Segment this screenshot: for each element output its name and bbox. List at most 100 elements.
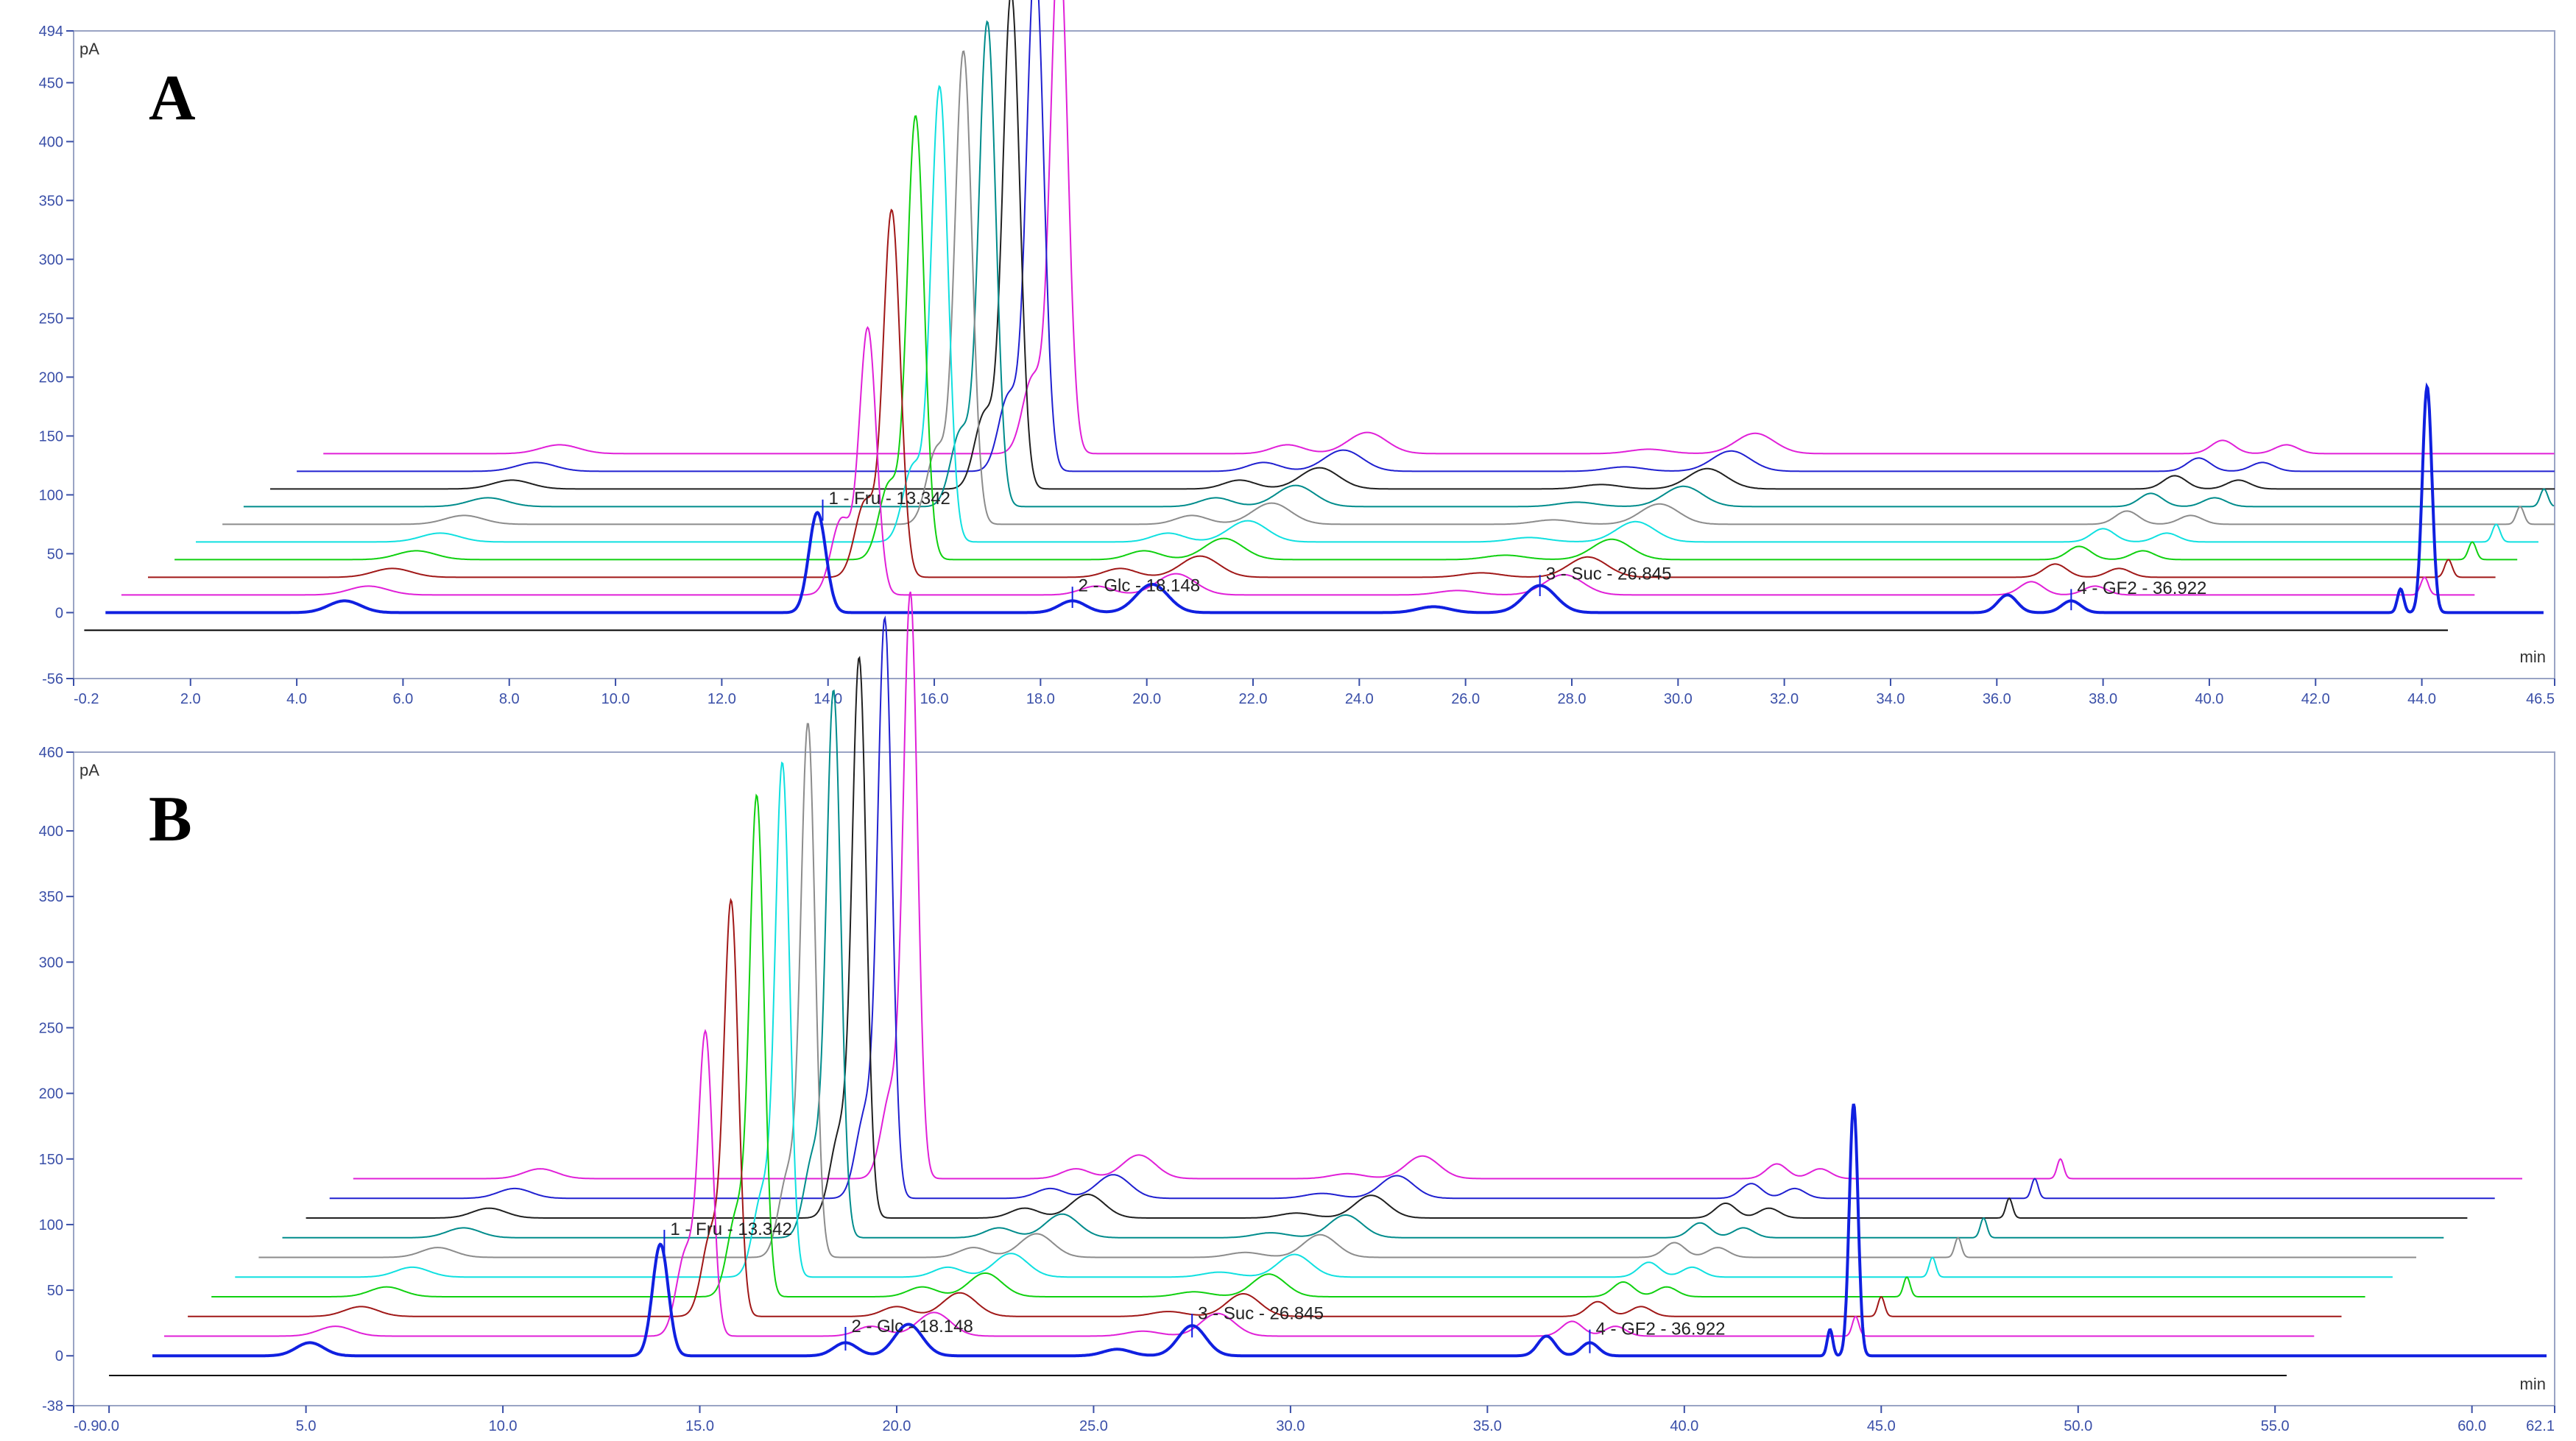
- x-tick-label: 10.0: [489, 1418, 518, 1434]
- x-tick-label: 34.0: [1876, 691, 1905, 707]
- x-tick-label: 14.0: [814, 691, 842, 707]
- y-tick-label: 350: [39, 193, 63, 209]
- x-tick-label: 50.0: [2064, 1418, 2092, 1434]
- chromatogram-trace: [211, 793, 2365, 1297]
- plot-frame: [73, 751, 2555, 1406]
- x-tick-label: 28.0: [1558, 691, 1587, 707]
- panel-b: -38 0 50 100 150 200 250 300 350 400 460 -0.9 0.0 5.0…: [39, 591, 2555, 1434]
- y-tick-label: 300: [39, 252, 63, 268]
- peak-annotation: 2 - Glc - 18.148: [851, 1317, 973, 1336]
- x-tick-label: 44.0: [2407, 691, 2436, 707]
- panel-label: A: [149, 63, 196, 134]
- x-tick-label: -0.9: [74, 1418, 99, 1434]
- chromatogram-trace: [282, 689, 2444, 1239]
- peak-annotation: 3 - Suc - 26.845: [1198, 1303, 1324, 1323]
- x-tick-label: 35.0: [1473, 1418, 1502, 1434]
- y-tick-label: 100: [39, 1217, 63, 1233]
- plot-frame: [73, 30, 2555, 679]
- peak-annotation: 4 - GF2 - 36.922: [1595, 1320, 1725, 1339]
- peak-annotation: 3 - Suc - 26.845: [1546, 564, 1672, 584]
- chromatogram-trace: [121, 325, 2475, 596]
- x-axis-label: min: [2520, 648, 2546, 666]
- chromatogram-trace: [235, 761, 2393, 1278]
- chromatogram-trace: [270, 0, 2555, 490]
- x-tick-label: 30.0: [1276, 1418, 1305, 1434]
- x-tick-label: 40.0: [2195, 691, 2223, 707]
- y-axis-label: pA: [80, 761, 99, 779]
- chromatogram-trace: [323, 0, 2555, 455]
- y-tick-label: 200: [39, 369, 63, 386]
- chromatogram-trace: [164, 1028, 2315, 1337]
- x-tick-label: 5.0: [296, 1418, 317, 1434]
- x-tick-label: 55.0: [2261, 1418, 2290, 1434]
- x-tick-label: -0.2: [74, 691, 99, 707]
- y-tick-label: 494: [39, 24, 63, 40]
- peak-annotation: 2 - Glc - 18.148: [1079, 576, 1200, 596]
- y-tick-label: 100: [39, 487, 63, 503]
- x-tick-label: 4.0: [286, 691, 307, 707]
- panel-a: -56 0 50 100 150 200 250 300 350 400 450 494 -0.2 2.0…: [39, 0, 2555, 707]
- y-tick-label: 250: [39, 1020, 63, 1036]
- x-tick-label: 2.0: [180, 691, 201, 707]
- y-tick-label: 400: [39, 824, 63, 840]
- chromatogram-trace: [222, 50, 2555, 525]
- panel-label: B: [149, 784, 192, 855]
- chromatogram-trace: [329, 615, 2495, 1200]
- chromatogram-trace: [306, 656, 2468, 1219]
- y-tick-label: 50: [47, 1283, 63, 1299]
- x-tick-label: 36.0: [1983, 691, 2011, 707]
- chromatogram-trace: [258, 723, 2416, 1258]
- peak-annotation: 4 - GF2 - 36.922: [2077, 578, 2206, 598]
- y-tick-label: 200: [39, 1086, 63, 1102]
- x-tick-label: 60.0: [2457, 1418, 2486, 1434]
- x-tick-label: 15.0: [685, 1418, 714, 1434]
- x-tick-label: 8.0: [499, 691, 520, 707]
- main-trace: [152, 1103, 2547, 1358]
- chromatogram-trace: [297, 0, 2555, 472]
- x-tick-label: 42.0: [2301, 691, 2330, 707]
- chromatogram-trace: [188, 897, 2342, 1317]
- main-trace: [105, 382, 2544, 615]
- peak-annotation: 1 - Fru - 13.342: [670, 1219, 791, 1239]
- x-tick-label: 45.0: [1867, 1418, 1896, 1434]
- x-axis-label: min: [2520, 1375, 2546, 1393]
- x-tick-label: 46.5: [2526, 691, 2555, 707]
- y-tick-label: 0: [55, 1348, 63, 1364]
- x-tick-label: 32.0: [1770, 691, 1799, 707]
- x-tick-label: 20.0: [883, 1418, 911, 1434]
- y-tick-label: 50: [47, 546, 63, 562]
- chromatogram-trace: [174, 115, 2518, 561]
- x-tick-label: 12.0: [707, 691, 736, 707]
- x-tick-label: 62.1: [2526, 1418, 2555, 1434]
- y-tick-label: 150: [39, 1152, 63, 1168]
- x-tick-label: 25.0: [1079, 1418, 1108, 1434]
- y-tick-label: 450: [39, 75, 63, 91]
- x-tick-label: 40.0: [1670, 1418, 1698, 1434]
- x-tick-label: 26.0: [1451, 691, 1480, 707]
- y-tick-label: 460: [39, 745, 63, 761]
- y-tick-label: -56: [42, 671, 63, 687]
- chromatogram-trace: [243, 20, 2555, 508]
- y-tick-label: 400: [39, 134, 63, 150]
- y-axis-label: pA: [80, 40, 99, 58]
- x-tick-label: 16.0: [920, 691, 949, 707]
- x-tick-label: 22.0: [1239, 691, 1268, 707]
- peak-annotation: 1 - Fru - 13.342: [828, 489, 950, 509]
- x-tick-label: 18.0: [1026, 691, 1055, 707]
- y-tick-label: 350: [39, 889, 63, 905]
- y-tick-label: 300: [39, 955, 63, 971]
- x-tick-label: 10.0: [601, 691, 630, 707]
- y-tick-label: 150: [39, 428, 63, 445]
- chromatogram-trace: [148, 208, 2496, 578]
- chromatogram-trace: [353, 591, 2522, 1180]
- x-tick-label: 38.0: [2089, 691, 2117, 707]
- x-tick-label: 20.0: [1132, 691, 1161, 707]
- x-tick-label: 0.0: [99, 1418, 119, 1434]
- y-tick-label: -38: [42, 1398, 63, 1415]
- x-tick-label: 24.0: [1345, 691, 1374, 707]
- x-tick-label: 6.0: [393, 691, 414, 707]
- chromatogram-trace: [196, 85, 2538, 543]
- y-tick-label: 0: [55, 605, 63, 621]
